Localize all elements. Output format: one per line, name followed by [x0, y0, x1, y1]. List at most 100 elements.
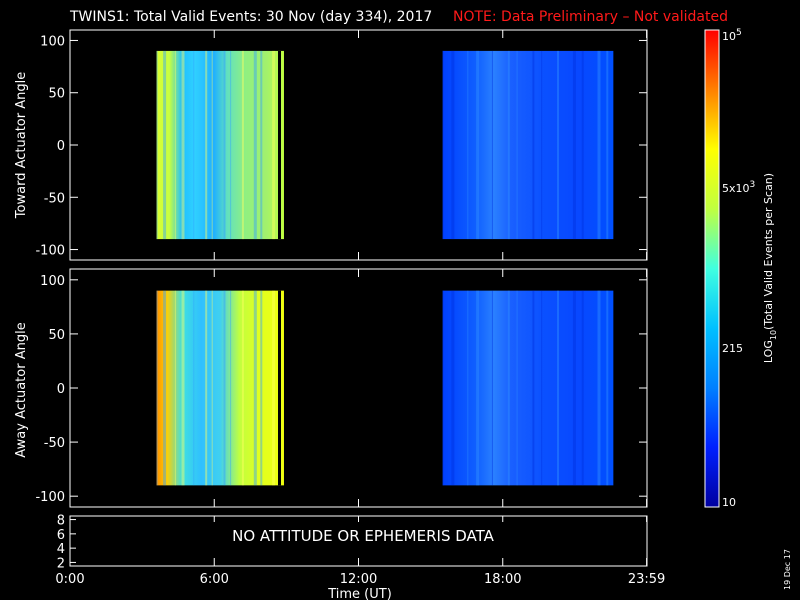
- heatmap-streak: [476, 290, 480, 486]
- heatmap-streak: [491, 50, 493, 240]
- ytick-label: -100: [35, 244, 65, 259]
- heatmap-streak: [442, 50, 444, 240]
- heatmap-streak: [467, 290, 469, 486]
- heatmap-streak: [451, 290, 455, 486]
- heatmap-streak: [181, 50, 185, 240]
- heatmap-streak: [467, 50, 469, 240]
- heatmap-streak: [253, 50, 257, 240]
- panel-away-heatmap: [156, 290, 614, 486]
- ytick-label: 8: [57, 514, 65, 529]
- xtick-label: 0:00: [55, 572, 84, 587]
- heatmap-streak: [597, 290, 601, 486]
- colorbar-tick-bottom: 10: [722, 496, 736, 509]
- colorbar-tick-215: 215: [722, 342, 743, 355]
- date-stamp: 19 Dec 17: [783, 549, 792, 590]
- heatmap-streak: [516, 290, 518, 486]
- heatmap-streak: [532, 290, 535, 486]
- ytick-label: 0: [57, 139, 65, 154]
- heatmap-streak: [491, 290, 493, 486]
- heatmap-streak: [230, 290, 232, 486]
- heatmap-streak: [451, 50, 455, 240]
- heatmap-streak: [211, 290, 213, 486]
- preliminary-note: NOTE: Data Preliminary – Not validated: [453, 9, 728, 25]
- heatmap-streak: [260, 290, 263, 486]
- ytick-label: 6: [57, 528, 65, 543]
- heatmap-streak: [541, 290, 543, 486]
- heatmap-streak: [193, 50, 195, 240]
- heatmap-streak: [272, 50, 276, 240]
- heatmap-streak: [581, 50, 584, 240]
- heatmap-streak: [181, 290, 185, 486]
- panel-away: 100 50 0 -50 -100 Away Actuator Angle: [14, 268, 648, 508]
- heatmap-streak: [174, 290, 176, 486]
- heatmap-streak: [211, 50, 213, 240]
- heatmap-streak: [442, 290, 444, 486]
- heatmap-streak: [581, 290, 584, 486]
- panel-toward-ylabel: Toward Actuator Angle: [14, 72, 29, 219]
- heatmap-gap: [278, 50, 281, 240]
- xtick-label: 12:00: [340, 572, 377, 587]
- ytick-label: 100: [40, 274, 65, 289]
- heatmap-streak: [193, 290, 195, 486]
- heatmap-streak: [507, 290, 510, 486]
- ytick-label: 4: [57, 542, 65, 557]
- heatmap-block-1: [442, 290, 614, 486]
- xtick-label: 6:00: [200, 572, 229, 587]
- panel-away-yticks: 100 50 0 -50 -100: [35, 274, 647, 505]
- ytick-label: -50: [44, 191, 65, 206]
- heatmap-streak: [163, 290, 167, 486]
- colorbar: 105 5x103 215 10 LOG10(Total Valid Event…: [704, 28, 778, 509]
- heatmap-streak: [606, 290, 609, 486]
- heatmap-streak: [156, 50, 158, 240]
- heatmap-streak: [230, 50, 232, 240]
- heatmap-streak: [606, 50, 609, 240]
- colorbar-tick-top: 105: [722, 28, 742, 43]
- ytick-label: 100: [40, 34, 65, 49]
- heatmap-streak: [597, 50, 601, 240]
- heatmap-streak: [507, 50, 510, 240]
- panel-toward-heatmap: [156, 50, 614, 240]
- heatmap-streak: [241, 50, 244, 240]
- heatmap-streak: [253, 290, 257, 486]
- panel-toward-yticks: 100 50 0 -50 -100: [35, 34, 647, 259]
- ytick-label: 0: [57, 382, 65, 397]
- colorbar-label: LOG10(Total Valid Events per Scan): [762, 173, 778, 363]
- heatmap-block-1: [442, 50, 614, 240]
- heatmap-streak: [223, 50, 226, 240]
- heatmap-streak: [572, 290, 576, 486]
- heatmap-streak: [557, 290, 559, 486]
- heatmap-streak: [156, 290, 158, 486]
- ytick-label: 50: [48, 87, 65, 102]
- x-axis-ticks: 0:00 6:00 12:00 18:00 23:59: [55, 30, 665, 587]
- heatmap-streak: [260, 50, 263, 240]
- xtick-label: 18:00: [484, 572, 521, 587]
- panel-toward: 100 50 0 -50 -100 Toward Actuator Angle: [14, 29, 648, 261]
- heatmap-block-0: [156, 290, 284, 486]
- heatmap-streak: [541, 50, 543, 240]
- heatmap-gap: [278, 290, 281, 486]
- xtick-label: 23:59: [628, 572, 665, 587]
- heatmap-streak: [205, 290, 208, 486]
- ytick-label: -100: [35, 490, 65, 505]
- x-axis-label: Time (UT): [327, 587, 392, 600]
- heatmap-streak: [241, 290, 244, 486]
- panel-away-ylabel: Away Actuator Angle: [14, 322, 29, 457]
- heatmap-streak: [272, 290, 276, 486]
- heatmap-streak: [476, 50, 480, 240]
- colorbar-tick-mid: 5x103: [722, 180, 755, 195]
- no-data-message: NO ATTITUDE OR EPHEMERIS DATA: [232, 527, 495, 545]
- heatmap-streak: [532, 50, 535, 240]
- ytick-label: -50: [44, 436, 65, 451]
- heatmap-streak: [557, 50, 559, 240]
- heatmap-streak: [572, 50, 576, 240]
- colorbar-bar: [704, 29, 720, 508]
- heatmap-streak: [174, 50, 176, 240]
- ytick-label: 2: [57, 556, 65, 571]
- heatmap-streak: [516, 50, 518, 240]
- ytick-label: 50: [48, 328, 65, 343]
- heatmap-streak: [205, 50, 208, 240]
- heatmap-streak: [163, 50, 167, 240]
